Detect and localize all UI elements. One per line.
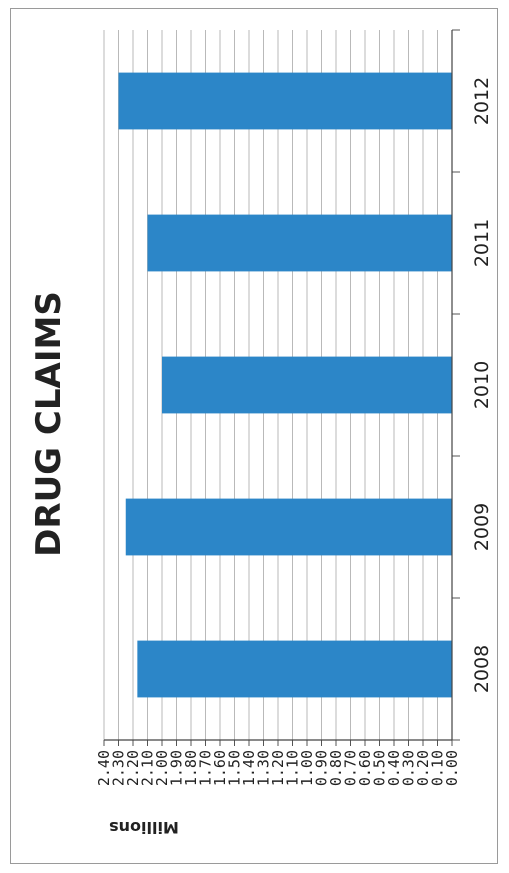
category-label-2012: 2012 [471, 77, 493, 125]
category-label-2011: 2011 [471, 219, 493, 267]
bar-2011 [148, 215, 453, 272]
category-label-2009: 2009 [471, 503, 493, 551]
bars [119, 73, 453, 698]
bar-2012 [119, 73, 453, 130]
chart-title: DRUG CLAIMS [29, 291, 69, 557]
value-tick-labels: 0.000.100.200.300.400.500.600.700.800.90… [95, 750, 461, 786]
bar-2008 [137, 641, 452, 698]
category-label-2010: 2010 [471, 361, 493, 409]
bar-2010 [162, 357, 452, 414]
category-label-2008: 2008 [471, 645, 493, 693]
category-labels: 2008 2009 2010 2011 2012 [471, 77, 493, 693]
bar-2009 [126, 499, 452, 556]
value-axis-label: Millions [109, 818, 179, 837]
value-tick-label: 2.40 [95, 750, 113, 786]
